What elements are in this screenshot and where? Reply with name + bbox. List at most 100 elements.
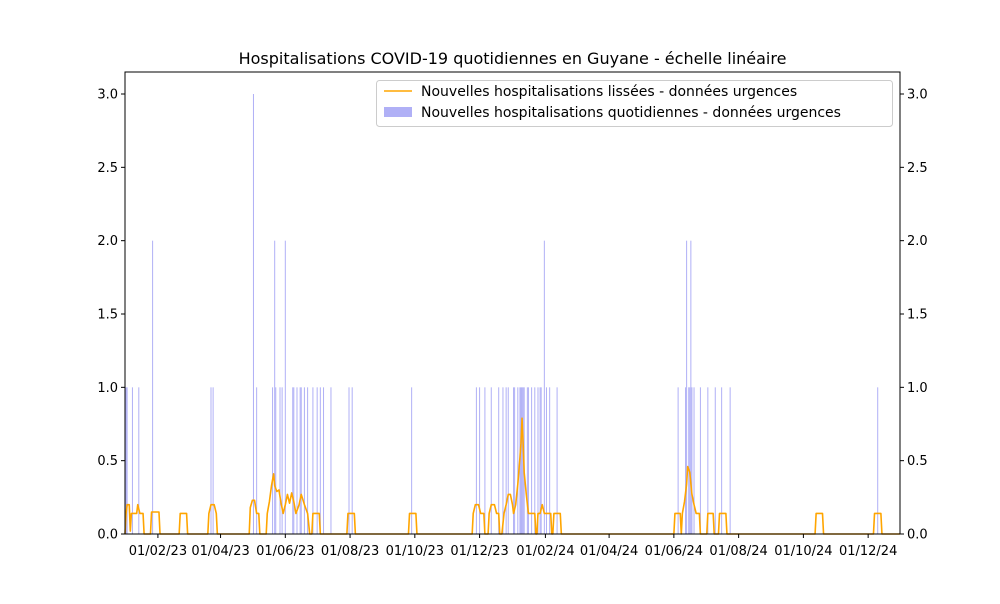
data-bar <box>299 387 301 534</box>
data-bar <box>537 387 539 534</box>
y-tick-label-left: 1.0 <box>97 381 118 396</box>
line-layer <box>124 417 900 535</box>
data-bar <box>691 387 693 534</box>
data-bar <box>323 387 325 534</box>
y-tick-label-right: 2.5 <box>907 161 928 176</box>
data-bar <box>689 387 691 534</box>
x-tick-label: 01/02/24 <box>516 544 574 559</box>
y-tick-label-left: 2.5 <box>97 161 118 176</box>
data-bar <box>877 387 879 534</box>
data-bar <box>152 240 154 535</box>
x-tick-label: 01/06/24 <box>645 544 703 559</box>
data-bar <box>527 387 529 534</box>
data-bar <box>303 387 305 534</box>
smoothed-line <box>124 417 900 535</box>
data-bar <box>714 387 716 534</box>
legend-label-bars: Nouvelles hospitalisations quotidiennes … <box>421 105 841 121</box>
y-tick-label-left: 1.5 <box>97 308 118 323</box>
data-bar <box>721 387 723 534</box>
data-bar <box>688 387 690 534</box>
chart-title: Hospitalisations COVID-19 quotidiennes e… <box>239 49 787 68</box>
y-tick-label-right: 1.5 <box>907 308 928 323</box>
x-tick-label: 01/12/24 <box>839 544 897 559</box>
x-tick-label: 01/10/24 <box>774 544 832 559</box>
data-bar <box>284 240 286 535</box>
data-bar <box>545 387 547 534</box>
x-tick-label: 01/06/23 <box>256 544 314 559</box>
data-bar <box>514 387 516 534</box>
data-bar <box>296 387 298 534</box>
data-bar <box>319 387 321 534</box>
data-bar <box>274 240 276 535</box>
data-bar <box>281 387 283 534</box>
x-tick-label: 01/04/23 <box>191 544 249 559</box>
legend-label-line: Nouvelles hospitalisations lissées - don… <box>421 84 797 100</box>
data-bar <box>690 240 692 535</box>
data-bar <box>348 387 350 534</box>
data-bar <box>252 94 254 534</box>
y-tick-label-right: 0.5 <box>907 454 928 469</box>
data-bar <box>316 387 318 534</box>
data-bar <box>330 387 332 534</box>
data-bar <box>549 387 551 534</box>
x-tick-label: 01/10/23 <box>386 544 444 559</box>
data-bar <box>556 387 558 534</box>
data-bar <box>272 387 274 534</box>
data-bar <box>300 387 302 534</box>
data-bar <box>351 387 353 534</box>
y-tick-label-left: 0.5 <box>97 454 118 469</box>
x-tick-label: 01/12/23 <box>450 544 508 559</box>
data-bar <box>498 387 500 534</box>
data-bar <box>507 387 509 534</box>
data-bar <box>275 387 277 534</box>
legend-bar-swatch <box>384 107 412 117</box>
data-bar <box>699 387 701 534</box>
x-tick-label: 01/02/23 <box>129 544 187 559</box>
data-bar <box>279 387 281 534</box>
data-bar <box>686 240 688 535</box>
data-bar <box>543 240 545 535</box>
data-bar <box>126 387 128 534</box>
legend-box <box>376 80 893 127</box>
data-bar <box>677 387 679 534</box>
data-bar <box>729 387 731 534</box>
plot-frame <box>124 71 901 535</box>
data-bar <box>292 387 294 534</box>
axes-layer: 0.0 0.0 0.5 0.5 1.0 1.0 1.5 1.5 2.0 2.0 2.5 2.5 3.0 3… <box>97 71 928 559</box>
data-bar <box>210 387 212 534</box>
x-tick-label: 01/08/24 <box>709 544 767 559</box>
data-bar <box>540 387 542 534</box>
y-tick-label-left: 3.0 <box>97 88 118 103</box>
x-tick-label: 01/08/23 <box>321 544 379 559</box>
data-bar <box>534 387 536 534</box>
data-bar <box>531 387 533 534</box>
y-tick-label-right: 3.0 <box>907 88 928 103</box>
y-tick-label-left: 0.0 <box>97 528 118 543</box>
data-bar <box>138 387 140 534</box>
data-bar <box>212 387 214 534</box>
data-bar <box>293 387 295 534</box>
data-bar <box>707 387 709 534</box>
data-bar <box>411 387 413 534</box>
data-bar <box>539 387 541 534</box>
data-bar <box>490 387 492 534</box>
bars-layer <box>125 94 879 535</box>
y-tick-label-left: 2.0 <box>97 234 118 249</box>
data-bar <box>131 387 133 534</box>
data-bar <box>517 387 519 534</box>
data-bar <box>484 387 486 534</box>
data-bar <box>312 387 314 534</box>
data-bar <box>521 387 523 534</box>
data-bar <box>125 387 127 534</box>
data-bar <box>307 387 309 534</box>
x-tick-label: 01/04/24 <box>580 544 638 559</box>
y-tick-label-right: 2.0 <box>907 234 928 249</box>
data-bar <box>256 387 258 534</box>
data-bar <box>526 387 528 534</box>
data-bar <box>513 387 515 534</box>
y-tick-label-right: 1.0 <box>907 381 928 396</box>
y-tick-label-right: 0.0 <box>907 528 928 543</box>
data-bar <box>693 387 695 534</box>
